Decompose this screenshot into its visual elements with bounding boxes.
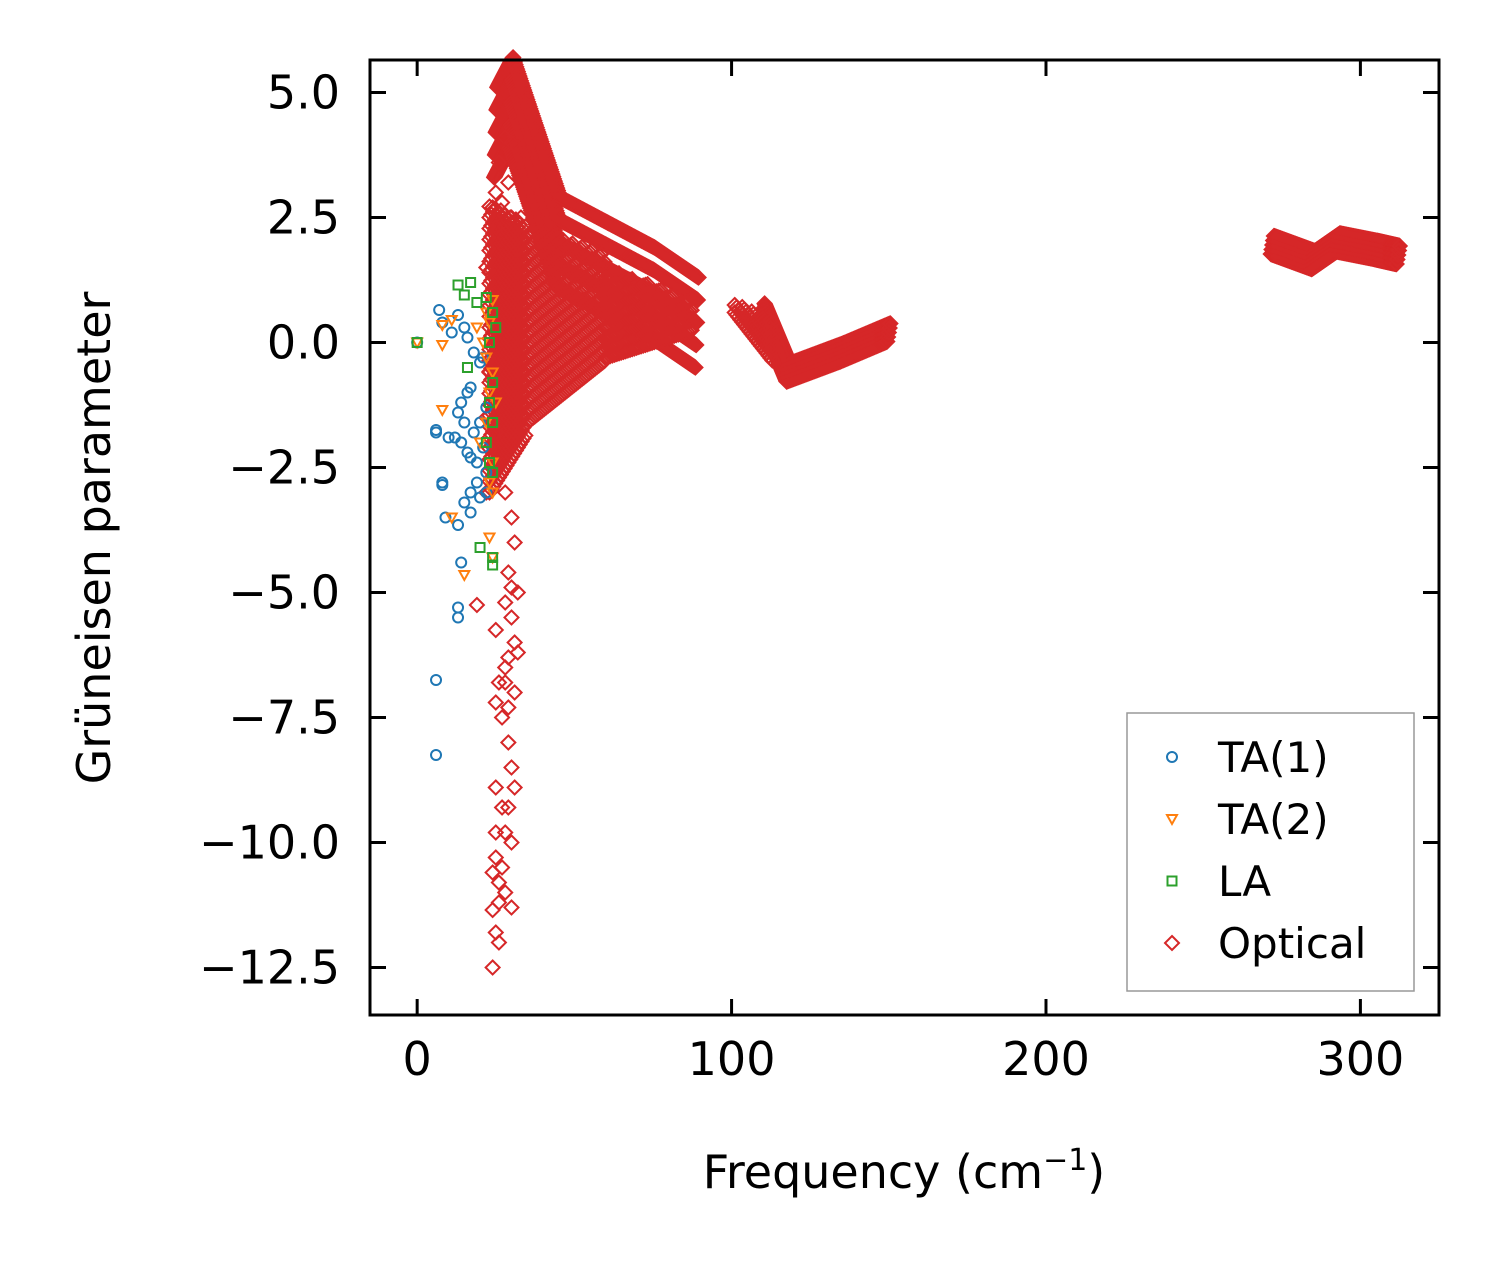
- optical-point: [541, 158, 559, 176]
- optical-point: [520, 95, 538, 113]
- optical-point: [525, 112, 543, 129]
- optical-point: [676, 323, 694, 341]
- optical-point: [547, 177, 565, 195]
- optical-point: [508, 60, 526, 78]
- optical-point: [674, 324, 692, 342]
- optical-point: [517, 86, 535, 104]
- optical-point: [539, 151, 557, 169]
- optical-point: [690, 269, 707, 286]
- optical-point: [510, 67, 528, 85]
- optical-point: [511, 70, 529, 87]
- optical-point: [540, 156, 558, 174]
- optical-point: [528, 119, 546, 136]
- optical-point: [535, 140, 553, 157]
- optical-point: [542, 161, 560, 178]
- optical-point: [509, 63, 527, 80]
- optical-point: [518, 88, 535, 106]
- optical-point: [522, 102, 540, 120]
- optical-point: [683, 321, 701, 339]
- optical-point: [525, 109, 542, 127]
- optical-point: [536, 144, 554, 162]
- optical-point: [537, 147, 555, 164]
- optical-point: [507, 58, 525, 76]
- optical-point: [515, 81, 533, 99]
- optical-point: [594, 244, 612, 261]
- optical-point: [532, 130, 549, 148]
- optical-point: [514, 79, 532, 97]
- optical-point: [507, 56, 524, 73]
- optical-point: [687, 336, 705, 354]
- optical-point: [681, 292, 698, 310]
- optical-point: [545, 170, 563, 188]
- optical-point: [546, 172, 564, 190]
- optical-point: [524, 107, 542, 125]
- optical-point: [534, 137, 552, 155]
- optical-point: [531, 128, 549, 146]
- optical-point: [681, 302, 698, 320]
- optical-point: [510, 65, 527, 83]
- optical-point: [523, 105, 541, 122]
- optical-point: [519, 93, 537, 111]
- optical-point: [538, 149, 556, 167]
- optical-point: [596, 253, 613, 271]
- optical-point: [505, 51, 523, 69]
- optical-point: [516, 84, 534, 101]
- optical-point: [527, 116, 545, 134]
- optical-point: [687, 359, 704, 376]
- optical-point: [536, 142, 553, 160]
- optical-point: [529, 121, 546, 139]
- optical-point: [543, 165, 561, 183]
- optical-point: [521, 98, 538, 115]
- optical-point: [530, 126, 548, 143]
- optical-point: [504, 49, 522, 66]
- optical-point: [526, 114, 544, 132]
- optical-point: [532, 133, 550, 150]
- optical-point: [533, 135, 551, 153]
- optical-point: [513, 74, 531, 92]
- optical-point: [544, 168, 562, 185]
- optical-point: [681, 322, 698, 340]
- optical-point: [683, 311, 701, 329]
- optical-point: [543, 163, 560, 181]
- optical-point: [516, 427, 534, 444]
- optical-point: [514, 77, 531, 94]
- series-optical: [468, 49, 1409, 976]
- optical-point: [678, 323, 696, 341]
- optical-point: [547, 175, 564, 192]
- optical-point: [1391, 237, 1409, 255]
- optical-point: [681, 312, 698, 330]
- optical-point: [881, 315, 899, 332]
- optical-point: [512, 72, 530, 90]
- optical-point: [540, 154, 557, 171]
- optical-point: [547, 199, 564, 217]
- optical-point: [529, 123, 547, 141]
- markers-layer: [410, 49, 1409, 976]
- optical-point: [683, 301, 701, 319]
